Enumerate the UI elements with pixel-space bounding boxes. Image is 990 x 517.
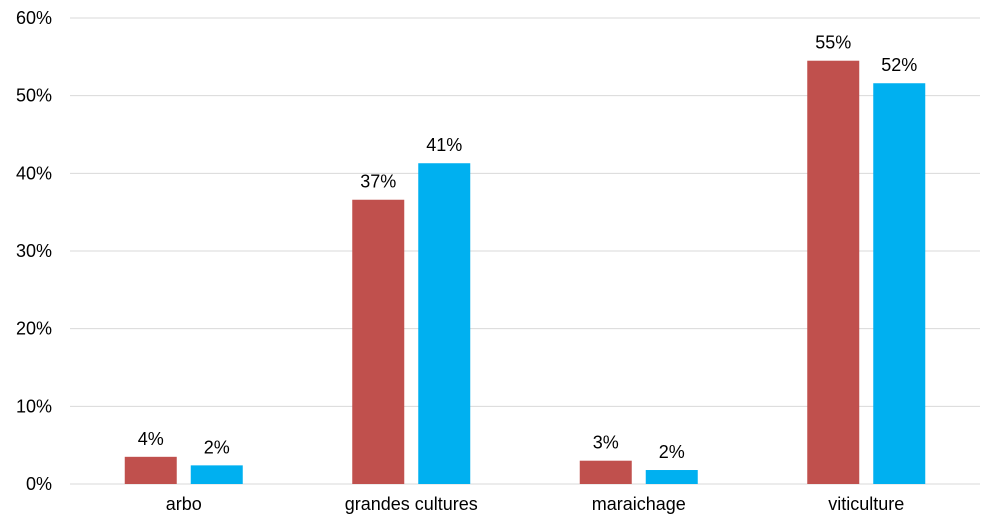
- x-axis-category-labels: arbo grandes cultures maraichage viticultur…: [166, 494, 905, 514]
- bar-viticulture-series-2: [873, 83, 926, 485]
- data-label: 2%: [659, 442, 685, 462]
- bar-maraichage-series-2: [645, 470, 698, 484]
- y-tick-label: 20%: [16, 319, 52, 339]
- y-tick-label: 40%: [16, 163, 52, 183]
- data-labels: 4% 2% 37% 41% 3% 2% 55% 52%: [138, 33, 918, 462]
- bar-grandes-cultures-series-2: [418, 163, 471, 484]
- gridlines: [70, 17, 980, 485]
- data-label: 55%: [815, 33, 851, 53]
- y-tick-label: 10%: [16, 396, 52, 416]
- y-tick-label: 50%: [16, 86, 52, 106]
- bar-maraichage-series-1: [579, 460, 632, 484]
- x-category-label: grandes cultures: [345, 494, 478, 514]
- y-tick-label: 60%: [16, 8, 52, 28]
- x-category-label: arbo: [166, 494, 202, 514]
- y-tick-label: 30%: [16, 241, 52, 261]
- bar-viticulture-series-1: [807, 60, 860, 484]
- y-axis-tick-labels: 0% 10% 20% 30% 40% 50% 60%: [16, 8, 52, 494]
- x-category-label: viticulture: [828, 494, 904, 514]
- data-label: 2%: [204, 437, 230, 457]
- bars: [124, 60, 926, 485]
- bar-arbo-series-2: [190, 465, 243, 484]
- x-category-label: maraichage: [592, 494, 686, 514]
- data-label: 41%: [426, 135, 462, 155]
- data-label: 3%: [593, 433, 619, 453]
- data-label: 52%: [881, 55, 917, 75]
- data-label: 4%: [138, 429, 164, 449]
- y-tick-label: 0%: [26, 474, 52, 494]
- data-label: 37%: [360, 172, 396, 192]
- bar-arbo-series-1: [124, 456, 177, 484]
- bar-grandes-cultures-series-1: [352, 199, 405, 485]
